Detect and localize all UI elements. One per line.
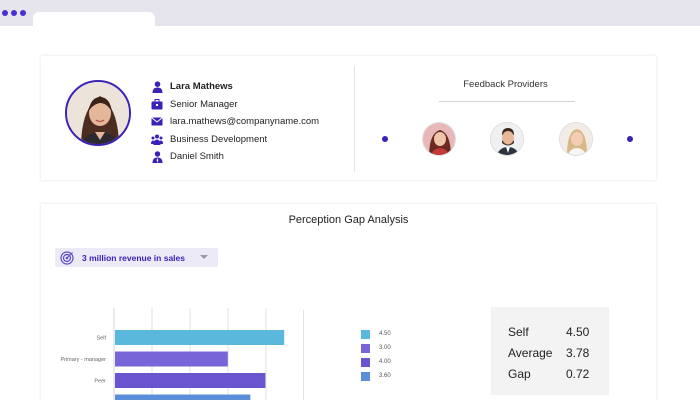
summary-gap-label: Gap (508, 367, 531, 381)
profile-title: Senior Manager (170, 98, 238, 110)
summary-self-label: Self (508, 325, 529, 339)
profile-info: Lara Mathews Senior Manager lara.mathews… (151, 78, 319, 166)
summary-self-value: 4.50 (566, 325, 590, 339)
legend-item: 4.00 (361, 355, 391, 369)
avatar-portrait-icon (67, 82, 129, 144)
profile-card: Lara Mathews Senior Manager lara.mathews… (41, 56, 656, 180)
summary-average-label: Average (508, 346, 553, 360)
summary-average-value: 3.78 (566, 346, 590, 360)
briefcase-icon (151, 98, 163, 110)
chart-legend: 4.50 3.00 4.00 3.60 (361, 327, 391, 383)
analysis-card: Perception Gap Analysis 3 million revenu… (41, 204, 656, 400)
bar-peer[interactable] (115, 373, 266, 388)
summary-box: Self 4.50 Average 3.78 Gap 0.72 (491, 307, 609, 395)
bar-category-label: Self (97, 336, 107, 342)
provider-woman-icon (423, 123, 455, 155)
user-icon (151, 81, 163, 93)
avatar (65, 80, 131, 146)
bar-category-label: Peer (94, 379, 106, 385)
legend-item: 3.60 (361, 369, 391, 383)
feedback-provider-avatar[interactable] (490, 122, 524, 156)
profile-email[interactable]: lara.mathews@companyname.com (170, 116, 320, 128)
summary-gap-value: 0.72 (566, 367, 590, 381)
profile-name-row: Lara Mathews (151, 78, 319, 96)
provider-woman-blonde-icon (560, 123, 592, 155)
legend-swatch (361, 357, 370, 367)
bar-primary-manager[interactable] (115, 351, 228, 367)
chevron-down-icon[interactable] (200, 255, 208, 259)
carousel-prev-dot[interactable] (382, 136, 388, 142)
title-underline (439, 101, 575, 102)
feedback-provider-avatar[interactable] (559, 122, 593, 156)
window-dot[interactable] (2, 10, 8, 16)
bar-category-label: Primary - manager (60, 357, 106, 363)
carousel-next-dot[interactable] (627, 136, 633, 142)
profile-title-row: Senior Manager (151, 96, 319, 114)
group-icon (151, 133, 163, 145)
legend-swatch (361, 343, 370, 353)
legend-label: 4.00 (379, 359, 391, 365)
profile-name: Lara Mathews (170, 81, 233, 93)
legend-label: 3.00 (379, 345, 391, 351)
window-dot[interactable] (20, 10, 26, 16)
perception-gap-title: Perception Gap Analysis (288, 214, 409, 226)
legend-label: 3.60 (379, 373, 391, 379)
profile-manager: Daniel Smith (170, 151, 224, 163)
profile-department: Business Development (170, 133, 268, 145)
manager-icon (151, 151, 163, 163)
browser-tab[interactable] (33, 12, 155, 28)
bar-direct-report[interactable] (115, 394, 251, 400)
feedback-providers-title: Feedback Providers (463, 79, 548, 90)
provider-man-icon (491, 123, 523, 155)
browser-chrome (0, 0, 700, 28)
feedback-provider-avatar[interactable] (422, 122, 456, 156)
legend-label: 4.50 (379, 331, 391, 337)
legend-item: 3.00 (361, 341, 391, 355)
bar-self[interactable] (115, 330, 285, 345)
card-divider (354, 66, 355, 172)
profile-email-row: lara.mathews@companyname.com (151, 113, 319, 131)
window-dot[interactable] (11, 10, 17, 16)
legend-item: 4.50 (361, 327, 391, 341)
goal-label: 3 million revenue in sales (82, 252, 185, 263)
target-icon (60, 250, 74, 265)
legend-swatch (361, 329, 370, 339)
profile-department-row: Business Development (151, 131, 319, 149)
profile-manager-row: Daniel Smith (151, 148, 319, 166)
chart-divider (303, 310, 304, 400)
legend-swatch (361, 371, 370, 381)
window-controls[interactable] (2, 10, 26, 16)
mail-icon (151, 116, 163, 128)
goal-dropdown[interactable]: 3 million revenue in sales (55, 248, 218, 267)
